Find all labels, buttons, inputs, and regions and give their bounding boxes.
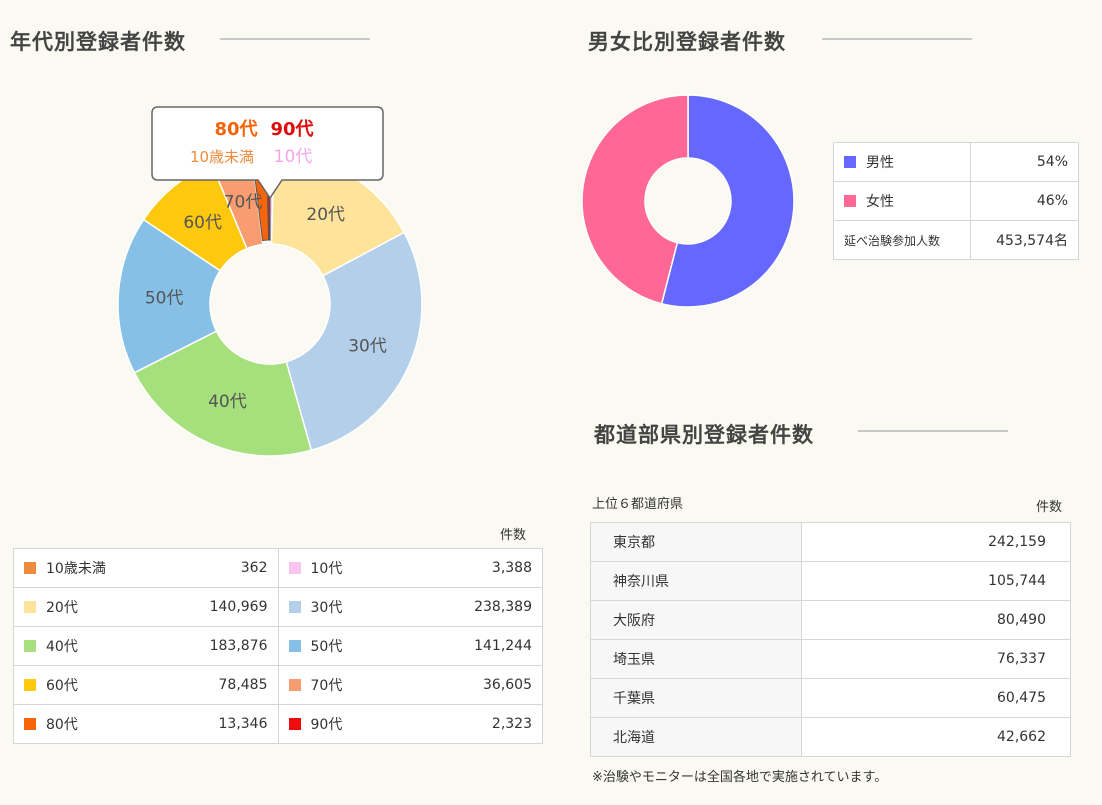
age-unit-label: 件数 xyxy=(500,528,527,543)
pref-value: 60,475 xyxy=(801,678,1071,718)
title-divider xyxy=(220,38,370,40)
table-row: 男性 54% xyxy=(833,142,1079,182)
legend-swatch xyxy=(288,601,301,613)
legend-swatch xyxy=(24,718,36,730)
female-swatch xyxy=(844,195,856,207)
age-label: 50代 xyxy=(310,639,343,655)
age-value: 36,605 xyxy=(438,665,543,705)
slice-40代 xyxy=(133,330,313,457)
slice-label: 70代 xyxy=(224,192,263,212)
age-value: 140,969 xyxy=(174,587,279,627)
pref-unit-label: 件数 xyxy=(1036,500,1063,515)
table-row: 10歳未満 362 10代 3,388 xyxy=(13,548,543,588)
callout-10s: 10代 xyxy=(274,147,313,167)
slice-男性 xyxy=(660,94,795,308)
table-row: 20代 140,969 30代 238,389 xyxy=(13,587,543,627)
male-value: 54% xyxy=(970,142,1079,182)
age-label: 80代 xyxy=(46,717,78,733)
female-value: 46% xyxy=(970,181,1079,221)
pref-section-title: 都道部県別登録者件数 xyxy=(594,423,814,447)
slice-50代 xyxy=(117,218,222,374)
male-swatch xyxy=(844,156,856,168)
legend-swatch xyxy=(24,562,36,574)
pref-value: 105,744 xyxy=(801,561,1071,601)
total-value: 453,574名 xyxy=(970,220,1079,260)
age-value: 13,346 xyxy=(174,704,279,744)
slice-label: 40代 xyxy=(208,392,247,412)
callout-under10: 10歳未満 xyxy=(190,148,254,166)
slice-label: 50代 xyxy=(145,289,184,309)
pref-name: 神奈川県 xyxy=(590,561,802,601)
title-divider xyxy=(822,38,972,40)
pref-value: 242,159 xyxy=(801,522,1071,562)
age-label: 90代 xyxy=(310,717,343,733)
age-value: 3,388 xyxy=(438,548,543,588)
pref-name: 東京都 xyxy=(590,522,802,562)
legend-swatch xyxy=(24,601,36,613)
age-label: 70代 xyxy=(310,678,343,694)
table-row: 埼玉県 76,337 xyxy=(590,639,1071,679)
legend-swatch xyxy=(24,679,36,691)
legend-swatch xyxy=(288,679,301,691)
title-divider xyxy=(858,430,1008,432)
age-label: 10代 xyxy=(310,561,343,577)
pref-name: 埼玉県 xyxy=(590,639,802,679)
age-value: 238,389 xyxy=(438,587,543,627)
pref-name: 千葉県 xyxy=(590,678,802,718)
age-table: 10歳未満 362 10代 3,388 20代 140,969 30代 238,389 40代 1… xyxy=(13,548,543,744)
age-value: 183,876 xyxy=(174,626,279,666)
legend-swatch xyxy=(288,562,301,574)
gender-table: 男性 54% 女性 46% 延べ治験参加人数 453,574名 xyxy=(833,142,1079,260)
pref-value: 42,662 xyxy=(801,717,1071,757)
female-label: 女性 xyxy=(866,194,894,210)
age-label: 60代 xyxy=(46,678,78,694)
male-label: 男性 xyxy=(866,155,894,171)
pref-table: 東京都 242,159 神奈川県 105,744 大阪府 80,490 埼玉県 76,337 千… xyxy=(590,522,1071,757)
age-label: 40代 xyxy=(46,639,78,655)
pref-name: 北海道 xyxy=(590,717,802,757)
table-row: 60代 78,485 70代 36,605 xyxy=(13,665,543,705)
age-callout: 80代 90代 10歳未満 10代 xyxy=(151,106,384,200)
pref-value: 80,490 xyxy=(801,600,1071,640)
age-label: 30代 xyxy=(310,600,343,616)
slice-30代 xyxy=(285,231,423,452)
table-row: 神奈川県 105,744 xyxy=(590,561,1071,601)
pref-subtitle: 上位６都道府県 xyxy=(592,497,684,512)
age-section-title: 年代別登録者件数 xyxy=(10,30,186,54)
table-row: 40代 183,876 50代 141,244 xyxy=(13,626,543,666)
age-value: 141,244 xyxy=(438,626,543,666)
table-row: 東京都 242,159 xyxy=(590,522,1071,562)
slice-label: 60代 xyxy=(183,213,222,233)
gender-donut-chart xyxy=(581,94,795,308)
age-value: 2,323 xyxy=(438,704,543,744)
callout-90s: 90代 xyxy=(270,119,313,140)
table-row: 80代 13,346 90代 2,323 xyxy=(13,704,543,744)
slice-label: 20代 xyxy=(306,205,345,225)
table-row: 北海道 42,662 xyxy=(590,717,1071,757)
pref-name: 大阪府 xyxy=(590,600,802,640)
slice-女性 xyxy=(581,94,689,305)
pref-value: 76,337 xyxy=(801,639,1071,679)
legend-swatch xyxy=(288,718,301,730)
age-label: 20代 xyxy=(46,600,78,616)
slice-label: 30代 xyxy=(348,337,387,357)
age-value: 78,485 xyxy=(174,665,279,705)
pref-note: ※治験やモニターは全国各地で実施されています。 xyxy=(592,770,888,785)
table-row: 延べ治験参加人数 453,574名 xyxy=(833,220,1079,260)
age-value: 362 xyxy=(174,548,279,588)
table-row: 千葉県 60,475 xyxy=(590,678,1071,718)
total-label: 延べ治験参加人数 xyxy=(833,220,971,260)
gender-section-title: 男女比別登録者件数 xyxy=(588,30,786,54)
table-row: 大阪府 80,490 xyxy=(590,600,1071,640)
table-row: 女性 46% xyxy=(833,181,1079,221)
callout-80s: 80代 xyxy=(214,119,257,140)
age-label: 10歳未満 xyxy=(46,561,106,577)
legend-swatch xyxy=(24,640,36,652)
legend-swatch xyxy=(288,640,301,652)
